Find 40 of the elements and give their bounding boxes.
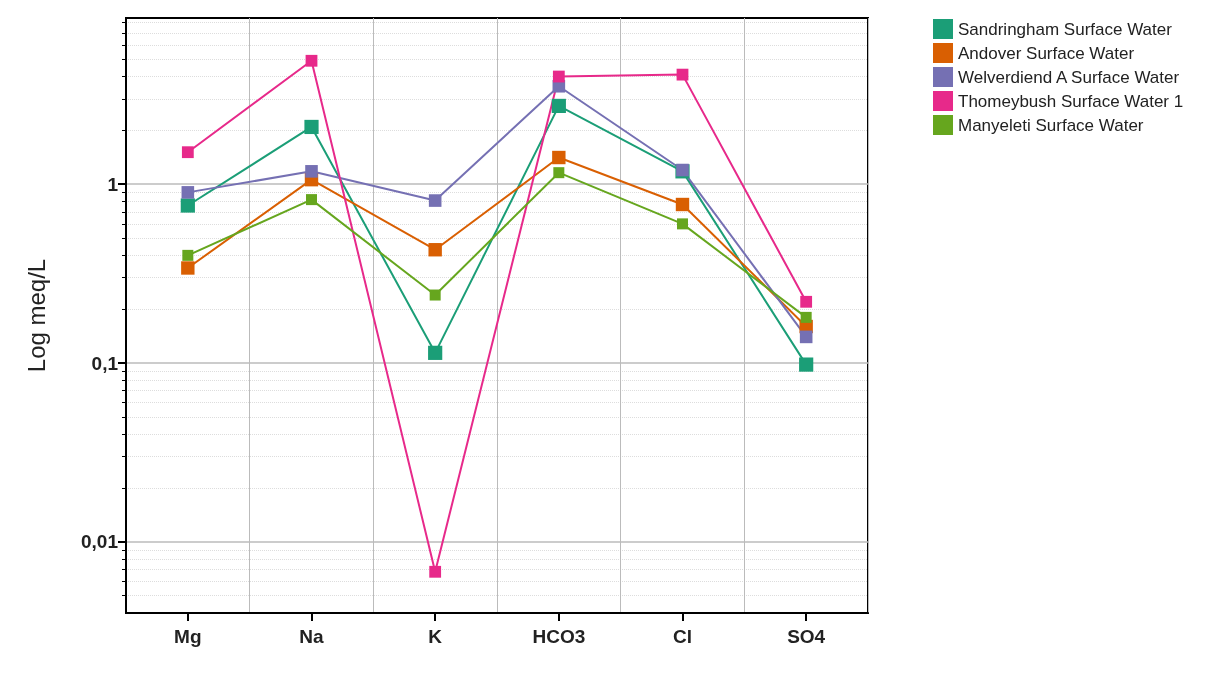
legend-label: Andover Surface Water <box>958 43 1135 63</box>
y-tick-label: 0,01 <box>81 531 119 553</box>
point <box>428 243 442 257</box>
point <box>429 289 441 301</box>
point <box>428 345 443 360</box>
point <box>181 261 195 275</box>
legend-label: Sandringham Surface Water <box>958 19 1173 39</box>
point <box>306 194 317 206</box>
x-tick-label: SO4 <box>787 626 826 647</box>
legend-label: Welverdiend A Surface Water <box>958 67 1180 87</box>
point <box>181 186 195 199</box>
x-tick-label: HCO3 <box>532 626 586 647</box>
point <box>553 167 565 179</box>
point <box>799 330 813 344</box>
x-tick-label: Mg <box>174 626 202 647</box>
x-tick-label: Na <box>299 626 325 647</box>
point <box>675 197 690 212</box>
legend-label: Manyeleti Surface Water <box>958 115 1144 135</box>
point <box>799 357 814 372</box>
point <box>182 249 194 261</box>
y-axis-title: Log meq/L <box>22 258 50 373</box>
point <box>551 98 566 114</box>
point <box>305 165 318 178</box>
point <box>677 218 688 230</box>
point <box>181 146 194 159</box>
point <box>800 295 813 308</box>
x-tick-label: K <box>428 626 443 647</box>
point <box>676 68 689 81</box>
point <box>305 54 318 67</box>
y-tick-label: 0,1 <box>91 352 119 374</box>
point <box>552 70 565 83</box>
point <box>304 119 319 135</box>
point <box>552 150 566 165</box>
y-tick-label: 1 <box>107 173 119 195</box>
x-tick-label: Cl <box>673 626 692 647</box>
point <box>428 194 442 207</box>
point <box>429 565 442 578</box>
point <box>800 311 812 323</box>
legend-label: Thomeybush Surface Water 1 <box>958 91 1184 111</box>
point <box>180 198 195 213</box>
